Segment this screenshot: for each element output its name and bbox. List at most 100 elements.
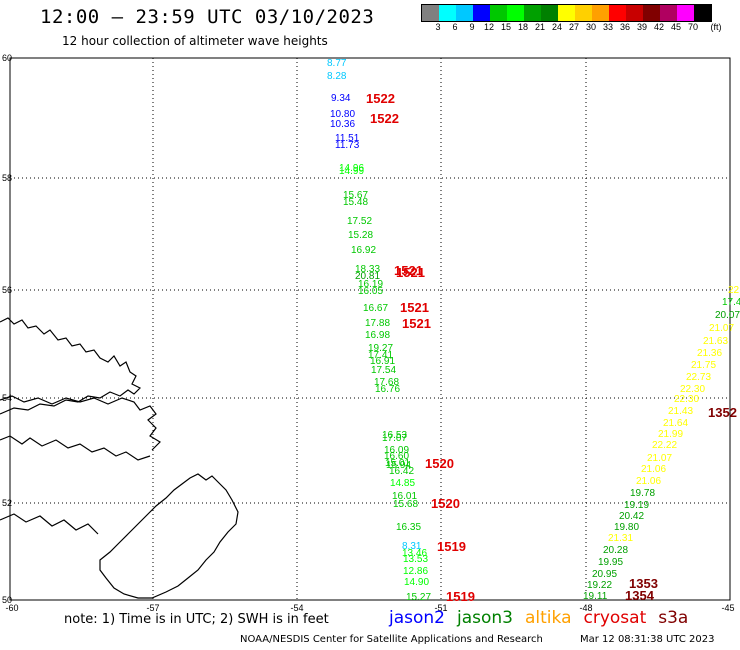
map-frame (9, 57, 731, 601)
legend-swatch (422, 5, 439, 21)
wave-height-value: 22.30 (680, 384, 705, 395)
wave-height-value: 21.75 (691, 360, 716, 371)
wave-height-value: 19.19 (624, 500, 649, 511)
wave-height-value: 15.48 (343, 197, 368, 208)
labrador-coast-path (0, 317, 142, 415)
legend-label: 45 (670, 22, 682, 32)
legend-swatch (541, 5, 558, 21)
wave-height-value: 21.06 (636, 476, 661, 487)
wave-height-value: 22. (728, 285, 740, 296)
pass-time-label: 1519 (446, 589, 475, 604)
pass-time-label: 1520 (425, 456, 454, 471)
wave-height-value: 8.31 (402, 541, 422, 552)
satellite-name: s3a (658, 608, 689, 628)
legend-swatch (439, 5, 456, 21)
latitude-tick-label: 60 (2, 53, 12, 63)
pass-time-label: 1521 (400, 300, 429, 315)
chart-subtitle: 12 hour collection of altimeter wave hei… (62, 34, 328, 48)
legend-swatch (609, 5, 626, 21)
wave-height-value: 12.86 (403, 566, 428, 577)
legend-swatch (677, 5, 694, 21)
wave-height-value: 19.78 (630, 488, 655, 499)
wave-height-value: 17.52 (347, 216, 372, 227)
wave-height-value: 13.46 (402, 548, 427, 559)
longitude-tick-label: -48 (579, 603, 592, 613)
wave-height-value: 21.36 (697, 348, 722, 359)
legend-label: 27 (568, 22, 580, 32)
wave-height-value: 20.07 (715, 310, 740, 321)
latitude-tick-label: 56 (2, 285, 12, 295)
pass-time-label: 1354 (625, 588, 655, 603)
wave-height-value: 17.54 (371, 365, 396, 376)
wave-height-value: 14.85 (390, 478, 415, 489)
wave-height-value: 17.88 (365, 318, 390, 329)
legend-swatch (626, 5, 643, 21)
legend-label: 6 (452, 22, 458, 32)
newfoundland-path (99, 473, 239, 599)
legend-unit: (ft) (710, 22, 722, 32)
wave-height-value: 16.98 (365, 330, 390, 341)
wave-height-value: 21.06 (641, 464, 666, 475)
satellite-name: cryosat (583, 608, 647, 628)
wave-height-value: 16.01 (392, 491, 417, 502)
legend-label: 12 (483, 22, 495, 32)
wave-height-value: 17.4 (722, 297, 740, 308)
wave-height-value: 21.31 (608, 533, 633, 544)
lat-lon-grid (9, 57, 731, 601)
wave-height-value: 15.67 (343, 190, 368, 201)
wave-height-value: 16.91 (370, 356, 395, 367)
wave-height-value: 16.67 (363, 303, 388, 314)
wave-height-value: 10.36 (330, 119, 355, 130)
pass-time-label: 1353 (629, 576, 658, 591)
legend-label: 42 (653, 22, 665, 32)
wave-height-value: 22.30 (674, 394, 699, 405)
wave-height-value: 21.07 (647, 453, 672, 464)
latitude-tick-label: 58 (2, 173, 12, 183)
legend-label: 70 (687, 22, 699, 32)
legend-swatch (490, 5, 507, 21)
generated-timestamp: Mar 12 08:31:38 UTC 2023 (580, 634, 715, 645)
wave-height-value: 9.34 (331, 93, 351, 104)
wave-height-value: 20.81 (355, 271, 380, 282)
legend-label: 36 (619, 22, 631, 32)
legend-label: 30 (585, 22, 597, 32)
legend-label: 3 (435, 22, 441, 32)
legend-swatch (507, 5, 524, 21)
pass-time-label: 1521 (402, 316, 431, 331)
pass-time-labels: 1522152215211521152115211520152015191519… (366, 91, 737, 604)
wave-height-value: 8.77 (327, 58, 347, 69)
legend-swatch (694, 5, 711, 21)
wave-height-value: 20.42 (619, 511, 644, 522)
wave-height-value: 13.53 (403, 554, 428, 565)
pass-time-label: 1522 (370, 111, 399, 126)
wave-height-value: 11.73 (335, 140, 360, 151)
labrador-inner-path (0, 395, 161, 451)
coast-detail-path (0, 435, 151, 461)
wave-height-value: 19.11 (583, 591, 608, 602)
legend-swatch (643, 5, 660, 21)
wave-height-value: 21.64 (663, 418, 688, 429)
pass-time-label: 1520 (431, 496, 460, 511)
credit-line: NOAA/NESDIS Center for Satellite Applica… (240, 634, 543, 645)
wave-height-value: 11.51 (335, 133, 360, 144)
wave-height-value: 21.43 (668, 406, 693, 417)
satellite-name: jason2 (389, 608, 445, 628)
wave-height-value: 16.60 (384, 451, 409, 462)
legend-label: 33 (602, 22, 614, 32)
coastline (0, 317, 239, 599)
legend-swatch (660, 5, 677, 21)
wave-height-value: 15.94 (386, 460, 411, 471)
longitude-tick-label: -45 (721, 603, 734, 613)
legend-label: 21 (534, 22, 546, 32)
wave-height-value: 20.28 (603, 545, 628, 556)
longitude-tick-label: -54 (290, 603, 303, 613)
legend-label: 9 (469, 22, 475, 32)
latitude-tick-label: 50 (2, 595, 12, 605)
legend-label: 18 (517, 22, 529, 32)
wave-height-value: 22.22 (652, 440, 677, 451)
legend-swatch (592, 5, 609, 21)
color-scale-legend (421, 4, 712, 22)
wave-height-value: 14.96 (339, 163, 364, 174)
legend-label: 39 (636, 22, 648, 32)
